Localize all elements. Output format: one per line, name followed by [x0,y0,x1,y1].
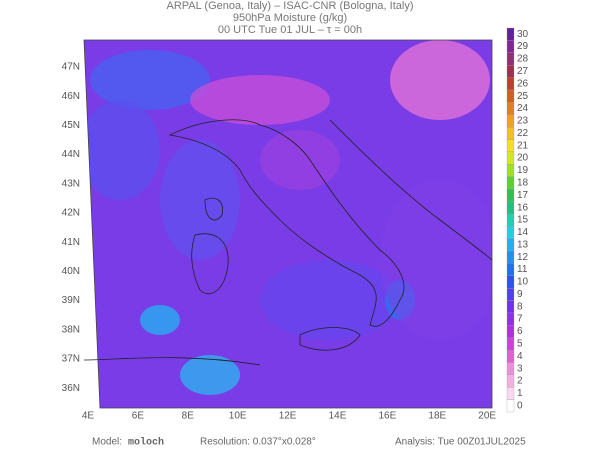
latitude-label: 39N [62,295,80,306]
colorbar-label: 19 [517,165,529,176]
resolution: Resolution: 0.037°x0.028° [200,437,316,448]
colorbar-label: 13 [517,239,529,250]
model-name: moloch [128,437,164,449]
longitude-label: 14E [329,411,347,422]
colorbar-label: 30 [517,29,529,40]
colorbar-swatch [506,312,515,326]
latitude-label: 45N [62,120,80,131]
colorbar-swatch [506,213,515,227]
colorbar-label: 25 [517,91,529,102]
colorbar-swatch [506,151,515,165]
colorbar-swatch [506,102,515,115]
colorbar-label: 9 [517,289,523,300]
colorbar-swatch [506,126,515,140]
longitude-label: 8E [182,411,195,422]
colorbar-swatch [506,337,515,351]
colorbar-swatch [506,89,515,103]
colorbar-label: 22 [517,128,529,139]
longitude-label: 6E [132,411,145,422]
colorbar-label: 0 [517,400,523,411]
colorbar-label: 21 [517,140,529,151]
colorbar-label: 5 [517,339,523,350]
colorbar-swatch [506,287,515,301]
latitude-label: 43N [62,178,80,189]
colorbar-label: 2 [517,376,523,387]
latitude-label: 41N [62,237,80,248]
colorbar-label: 17 [517,190,529,201]
map-frame [83,39,493,409]
colorbar-swatch [506,27,515,41]
colorbar-swatch [506,238,515,252]
latitude-label: 46N [62,91,80,102]
colorbar-swatch [506,226,515,239]
colorbar-label: 24 [517,103,529,114]
colorbar-label: 15 [517,215,529,226]
colorbar-label: 3 [517,363,523,374]
colorbar-swatch [506,263,515,276]
colorbar-label: 14 [517,227,529,238]
colorbar-label: 23 [517,116,529,127]
colorbar-label: 12 [517,252,529,263]
model-label: Model: [92,437,122,448]
header-line: ARPAL (Genoa, Italy) – ISAC-CNR (Bologna… [167,0,414,12]
longitude-label: 10E [229,411,247,422]
colorbar-swatch [506,176,515,190]
colorbar-label: 1 [517,388,523,399]
header-line: 950hPa Moisture (g/kg) [233,12,347,24]
colorbar-swatch [506,40,515,53]
longitude-label: 16E [379,411,397,422]
colorbar-swatch [506,387,515,400]
colorbar-swatch [506,188,515,202]
colorbar-swatch [506,349,515,363]
colorbar-swatch [506,399,515,413]
colorbar-swatch [506,52,515,66]
colorbar-swatch [506,201,515,214]
colorbar-swatch [506,139,515,153]
colorbar-label: 16 [517,202,529,213]
latitude-label: 44N [62,149,80,160]
longitude-label: 18E [428,411,446,422]
colorbar-label: 28 [517,54,529,65]
latitude-label: 47N [62,62,80,73]
colorbar-label: 8 [517,301,523,312]
colorbar-swatch [506,362,515,375]
longitude-label: 12E [279,411,297,422]
colorbar-label: 10 [517,277,529,288]
colorbar-label: 7 [517,314,523,325]
colorbar-label: 18 [517,177,529,188]
header-line: 00 UTC Tue 01 JUL – τ = 00h [218,24,362,36]
longitude-label: 4E [82,411,95,422]
colorbar-swatch [506,114,515,128]
colorbar-label: 27 [517,66,529,77]
colorbar-label: 6 [517,326,523,337]
latitude-label: 42N [62,208,80,219]
colorbar-swatch [506,250,515,264]
colorbar-swatch [506,77,515,91]
colorbar-swatch [506,164,515,177]
colorbar-label: 11 [517,264,528,275]
latitude-label: 38N [62,324,80,335]
colorbar-label: 29 [517,41,529,52]
latitude-label: 36N [62,383,80,394]
colorbar-label: 20 [517,153,529,164]
colorbar-swatch [506,325,515,338]
colorbar-swatch [506,275,515,289]
latitude-label: 40N [62,266,80,277]
longitude-label: 20E [478,411,496,422]
colorbar-swatch [506,374,515,388]
colorbar-swatch [506,65,515,78]
map-field [84,40,492,408]
colorbar-label: 4 [517,351,523,362]
latitude-label: 37N [62,354,80,365]
analysis-time: Analysis: Tue 00Z01JUL2025 [395,437,526,448]
colorbar-swatch [506,300,515,314]
colorbar-label: 26 [517,78,529,89]
